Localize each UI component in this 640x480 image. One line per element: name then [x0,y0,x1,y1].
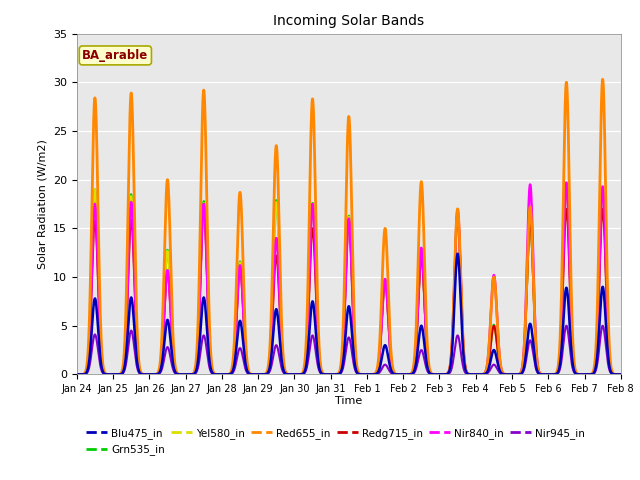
Nir945_in [135,370,143,375]
Grn535_in [167,310,175,316]
Nir840_in [607,362,614,368]
X-axis label: Time: Time [335,396,362,406]
Nir840_in [167,320,175,326]
Line: Blu475_in: Blu475_in [77,253,621,374]
Redg715_in [73,372,81,377]
Nir945_in [617,372,625,377]
Blu475_in [73,372,81,377]
Nir945_in [399,372,407,377]
Line: Red655_in: Red655_in [77,79,621,374]
Red655_in [167,275,175,281]
Redg715_in [200,201,207,207]
Line: Nir945_in: Nir945_in [77,326,621,374]
Blu475_in [508,372,516,377]
Yel580_in [548,372,556,377]
Red655_in [135,359,143,364]
Red655_in [599,76,607,82]
Red655_in [305,229,313,235]
Redg715_in [617,372,625,377]
Nir840_in [73,372,81,377]
Title: Incoming Solar Bands: Incoming Solar Bands [273,14,424,28]
Yel580_in [135,363,143,369]
Yel580_in [617,372,625,377]
Nir840_in [305,284,313,289]
Blu475_in [135,368,143,374]
Yel580_in [607,364,614,370]
Line: Nir840_in: Nir840_in [77,182,621,374]
Red655_in [617,372,625,377]
Redg715_in [135,364,143,370]
Nir945_in [607,370,614,375]
Blu475_in [167,345,175,350]
Grn535_in [305,283,313,289]
Nir945_in [167,358,175,364]
Redg715_in [167,321,175,327]
Nir840_in [563,180,570,185]
Legend: Blu475_in, Grn535_in, Yel580_in, Red655_in, Redg715_in, Nir840_in, Nir945_in: Blu475_in, Grn535_in, Yel580_in, Red655_… [82,424,589,459]
Red655_in [607,360,614,365]
Redg715_in [548,372,556,377]
Grn535_in [548,372,556,377]
Grn535_in [607,364,614,370]
Red655_in [548,372,556,377]
Yel580_in [282,370,289,375]
Red655_in [282,369,289,374]
Blu475_in [305,334,313,340]
Nir840_in [282,370,289,375]
Grn535_in [135,363,143,369]
Yel580_in [73,372,81,377]
Nir945_in [73,372,81,377]
Grn535_in [563,180,570,186]
Blu475_in [607,368,614,374]
Grn535_in [617,372,625,377]
Yel580_in [563,181,570,187]
Red655_in [73,372,81,377]
Line: Yel580_in: Yel580_in [77,184,621,374]
Line: Grn535_in: Grn535_in [77,183,621,374]
Redg715_in [282,370,289,376]
Red655_in [472,372,480,377]
Nir945_in [548,372,556,377]
Redg715_in [305,291,313,297]
Yel580_in [305,284,313,289]
Nir945_in [305,351,313,357]
Text: BA_arable: BA_arable [82,49,148,62]
Grn535_in [282,370,289,375]
Line: Redg715_in: Redg715_in [77,204,621,374]
Nir945_in [282,371,289,377]
Blu475_in [282,371,289,376]
Grn535_in [73,372,81,377]
Blu475_in [548,372,556,377]
Redg715_in [607,364,614,370]
Blu475_in [454,251,461,256]
Nir945_in [599,323,607,329]
Grn535_in [508,372,516,377]
Y-axis label: Solar Radiation (W/m2): Solar Radiation (W/m2) [37,139,47,269]
Nir840_in [548,372,556,377]
Nir840_in [135,363,143,369]
Nir840_in [617,372,625,377]
Yel580_in [508,372,515,377]
Yel580_in [167,311,175,316]
Blu475_in [617,372,625,377]
